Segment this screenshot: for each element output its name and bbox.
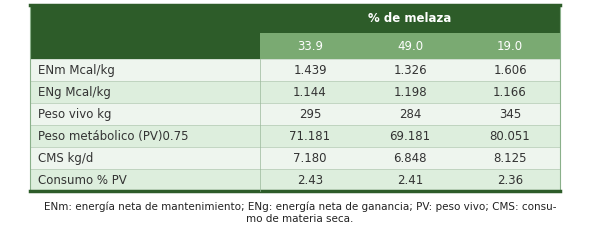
Bar [30,5,560,33]
Bar [30,81,560,103]
Text: 2.36: 2.36 [497,173,523,186]
Bar [30,103,560,125]
Text: ENg Mcal/kg: ENg Mcal/kg [38,85,111,99]
Text: 33.9: 33.9 [297,40,323,53]
Text: Peso vivo kg: Peso vivo kg [38,107,112,121]
Text: 1.326: 1.326 [393,63,427,77]
Bar [30,5,560,191]
Text: 80.051: 80.051 [490,129,530,143]
Text: 1.166: 1.166 [493,85,527,99]
Text: mo de materia seca.: mo de materia seca. [247,214,353,224]
Text: 1.439: 1.439 [293,63,327,77]
Text: 6.848: 6.848 [393,151,427,165]
Bar [460,33,560,59]
Text: % de melaza: % de melaza [368,13,452,25]
Text: ENm Mcal/kg: ENm Mcal/kg [38,63,115,77]
Bar [30,125,560,147]
Bar [360,33,460,59]
Text: 49.0: 49.0 [397,40,423,53]
Text: 345: 345 [499,107,521,121]
Text: 295: 295 [299,107,321,121]
Text: ENm: energía neta de mantenimiento; ENg: energía neta de ganancia; PV: peso vivo: ENm: energía neta de mantenimiento; ENg:… [44,201,556,211]
Text: 2.41: 2.41 [397,173,423,186]
Text: 69.181: 69.181 [389,129,431,143]
Text: 71.181: 71.181 [289,129,331,143]
Text: CMS kg/d: CMS kg/d [38,151,94,165]
Text: Consumo % PV: Consumo % PV [38,173,127,186]
Text: Peso metábolico (PV)0.75: Peso metábolico (PV)0.75 [38,129,188,143]
Bar [30,59,560,81]
Bar [260,33,360,59]
Text: 284: 284 [399,107,421,121]
Text: 2.43: 2.43 [297,173,323,186]
Bar [30,33,260,59]
Text: 8.125: 8.125 [493,151,527,165]
Text: 1.606: 1.606 [493,63,527,77]
Text: 1.144: 1.144 [293,85,327,99]
Bar [30,169,560,191]
Text: 1.198: 1.198 [393,85,427,99]
Text: 19.0: 19.0 [497,40,523,53]
Text: 7.180: 7.180 [293,151,327,165]
Bar [30,147,560,169]
